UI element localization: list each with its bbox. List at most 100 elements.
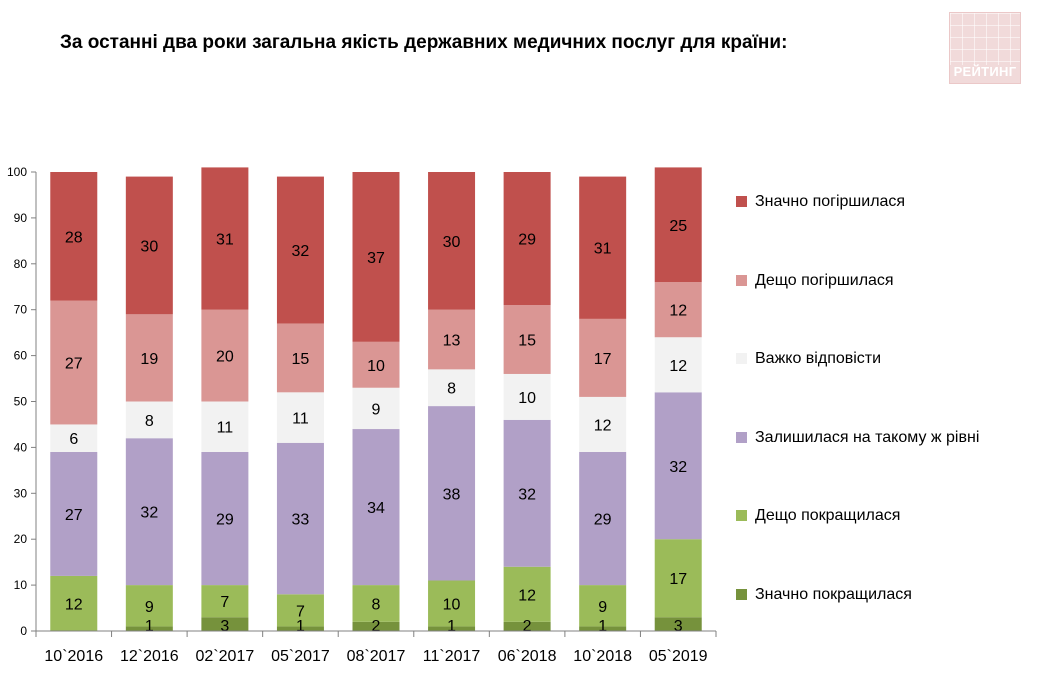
x-tick-label: 12`2016 (120, 648, 179, 665)
data-label: 29 (594, 512, 612, 529)
bar-segment (503, 373, 551, 420)
rating-logo: РЕЙТИНГ (949, 12, 1021, 84)
legend-swatch (736, 588, 747, 600)
data-label: 37 (367, 250, 385, 267)
data-label: 1 (598, 618, 607, 635)
data-label: 30 (140, 238, 158, 255)
data-label: 32 (518, 486, 536, 503)
y-tick-label: 50 (14, 395, 28, 409)
x-tick-label: 06`2018 (498, 648, 557, 665)
legend-label: Значно погіршилася (755, 193, 906, 210)
y-tick-label: 10 (14, 578, 28, 592)
x-tick-label: 05`2019 (649, 648, 708, 665)
data-label: 2 (372, 618, 381, 635)
data-label: 13 (443, 333, 461, 350)
bar-segment (276, 176, 324, 324)
data-label: 32 (292, 243, 310, 260)
data-label: 27 (65, 355, 83, 372)
y-tick-label: 40 (14, 440, 28, 454)
data-label: 27 (65, 507, 83, 524)
data-label: 12 (65, 596, 83, 613)
data-label: 34 (367, 500, 385, 517)
legend-swatch (736, 196, 747, 207)
legend-label: Важко відповісти (755, 350, 882, 367)
data-label: 29 (518, 232, 536, 249)
legend-swatch (736, 510, 747, 521)
bar-segment (125, 314, 173, 402)
legend-swatch (736, 274, 747, 286)
bar-segment (352, 341, 400, 388)
bar-segment (428, 626, 476, 631)
bar-segment (201, 585, 249, 618)
page-title: За останні два роки загальна якість держ… (60, 32, 788, 53)
y-tick-label: 100 (7, 165, 27, 179)
bar-segment (579, 585, 627, 627)
data-label: 28 (65, 229, 83, 246)
data-label: 17 (594, 351, 612, 368)
bar-segment (503, 566, 551, 622)
bar-segment (276, 442, 324, 595)
bar-segment (201, 451, 249, 586)
bar-segment (50, 451, 98, 576)
bar-segment (125, 176, 173, 315)
bar-segment (654, 392, 702, 540)
bar-segment (125, 585, 173, 627)
legend-label: Дещо покращилася (755, 507, 901, 524)
bar-segment (276, 392, 324, 443)
x-tick-label: 10`2018 (573, 648, 632, 665)
bar-segment (579, 626, 627, 631)
bar-segment (579, 318, 627, 397)
bar-segment (428, 580, 476, 627)
bar-segment (276, 626, 324, 631)
data-label: 8 (447, 381, 456, 398)
data-label: 31 (216, 232, 234, 249)
data-label: 20 (216, 349, 234, 366)
data-label: 1 (447, 618, 456, 635)
bar-segment (352, 429, 400, 586)
data-label: 12 (669, 358, 687, 375)
bar-segment (654, 617, 702, 631)
data-label: 9 (598, 599, 607, 616)
bar-segment (201, 309, 249, 402)
bar-segment (503, 305, 551, 374)
data-label: 25 (669, 218, 687, 235)
y-tick-label: 30 (14, 486, 28, 500)
bar-segment (428, 406, 476, 581)
y-axis: 0 10 20 30 40 50 60 70 80 90 100 (7, 165, 37, 638)
data-label: 8 (372, 596, 381, 613)
bar-segment (352, 172, 400, 342)
data-label: 12 (518, 587, 536, 604)
bar-segment (50, 575, 98, 631)
bar-segment (579, 396, 627, 452)
data-label: 1 (296, 618, 305, 635)
bar-segment (428, 369, 476, 407)
legend-label: Дещо погіршилася (755, 271, 894, 289)
x-axis: 10`2016 12`2016 02`2017 05`2017 08`2017 11`20… (35, 630, 717, 665)
bar-segment (428, 172, 476, 310)
data-label: 32 (669, 459, 687, 476)
data-label: 10 (518, 390, 536, 407)
logo-text: РЕЙТИНГ (953, 64, 1017, 79)
bar-segment (50, 424, 98, 452)
data-label: 19 (140, 351, 158, 368)
bar-segment (276, 594, 324, 627)
data-label: 9 (372, 401, 381, 418)
data-label: 30 (443, 234, 461, 251)
legend-swatch (736, 431, 747, 443)
data-label: 8 (145, 413, 154, 430)
data-label: 10 (367, 358, 385, 375)
bar-segment (654, 337, 702, 393)
data-label: 32 (140, 505, 158, 522)
bar-segment (201, 167, 249, 310)
bar-segment (276, 323, 324, 393)
y-tick-label: 60 (14, 349, 28, 363)
bar-segment (503, 172, 551, 306)
data-label: 1 (145, 618, 154, 635)
data-label: 3 (220, 618, 229, 635)
x-tick-label: 08`2017 (347, 648, 406, 665)
data-label: 10 (443, 596, 461, 613)
data-label: 6 (69, 431, 78, 448)
data-label: 29 (216, 512, 234, 529)
bar-segment (352, 621, 400, 631)
bar-segment (579, 176, 627, 319)
